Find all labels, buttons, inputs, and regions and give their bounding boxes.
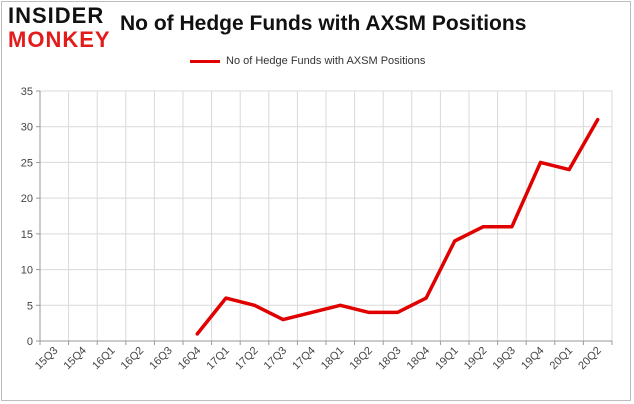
- y-tick-label: 25: [21, 157, 33, 169]
- x-tick-label: 18Q1: [319, 345, 347, 373]
- data-point: [310, 310, 314, 314]
- x-tick-label: 15Q3: [33, 345, 61, 373]
- y-tick-label: 10: [21, 265, 33, 277]
- x-tick-label: 19Q2: [462, 345, 490, 373]
- data-point: [453, 239, 457, 243]
- x-tick-label: 19Q4: [519, 345, 547, 373]
- chart-title: No of Hedge Funds with AXSM Positions: [120, 12, 527, 35]
- x-tick-label: 18Q3: [376, 345, 404, 373]
- x-tick-label: 20Q1: [548, 345, 576, 373]
- data-point: [281, 318, 285, 322]
- y-tick-label: 35: [21, 86, 33, 98]
- y-tick-label: 20: [21, 193, 33, 205]
- legend-label: No of Hedge Funds with AXSM Positions: [226, 55, 426, 67]
- data-point: [224, 296, 228, 300]
- data-point: [567, 168, 571, 172]
- legend: No of Hedge Funds with AXSM Positions: [190, 52, 425, 70]
- logo-text-insider: INSIDER: [8, 3, 105, 28]
- logo-text-monkey: MONKEY: [8, 27, 111, 52]
- data-point: [510, 225, 514, 229]
- x-tick-label: 17Q3: [262, 345, 290, 373]
- x-tick-label: 15Q4: [61, 345, 89, 373]
- x-tick-label: 19Q3: [490, 345, 518, 373]
- x-tick-label: 20Q2: [576, 345, 604, 373]
- y-tick-label: 30: [21, 122, 33, 134]
- data-point: [338, 303, 342, 307]
- data-point: [481, 225, 485, 229]
- series-line: [195, 117, 600, 336]
- y-tick-label: 5: [27, 300, 33, 312]
- data-point: [539, 160, 542, 164]
- data-point: [195, 332, 199, 336]
- data-point: [253, 303, 256, 307]
- legend-swatch: [190, 59, 220, 63]
- x-tick-label: 16Q4: [176, 345, 204, 373]
- data-point: [396, 310, 399, 314]
- x-tick-label: 19Q1: [433, 345, 461, 373]
- x-tick-label: 18Q4: [405, 345, 433, 373]
- data-point: [424, 296, 428, 300]
- x-tick-label: 16Q2: [119, 345, 147, 373]
- x-tick-label: 16Q1: [90, 345, 118, 373]
- insider-monkey-logo: INSIDER MONKEY: [8, 4, 116, 54]
- x-tick-label: 17Q2: [233, 345, 261, 373]
- x-tick-label: 16Q3: [147, 345, 175, 373]
- x-tick-label: 17Q1: [204, 345, 232, 373]
- data-point: [596, 118, 600, 122]
- x-tick-label: 17Q4: [290, 345, 318, 373]
- data-point: [367, 310, 371, 314]
- y-tick-label: 0: [27, 336, 33, 348]
- x-tick-label: 18Q2: [347, 345, 375, 373]
- y-tick-label: 15: [21, 229, 33, 241]
